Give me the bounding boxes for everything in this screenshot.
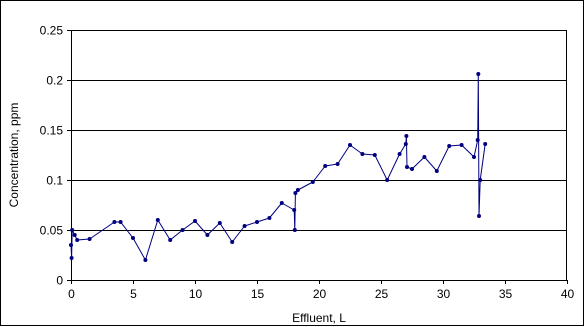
- data-point: [372, 153, 377, 157]
- data-point: [143, 258, 148, 262]
- data-point: [295, 188, 300, 192]
- data-point: [72, 233, 77, 237]
- y-tick-label: 0.05: [40, 224, 64, 238]
- data-point: [112, 220, 117, 224]
- y-tick-label: 0.2: [46, 74, 63, 88]
- x-tick-label: 5: [130, 287, 137, 301]
- data-point: [118, 220, 123, 224]
- data-point: [242, 224, 247, 228]
- data-point: [447, 144, 452, 148]
- x-tick-label: 40: [561, 287, 575, 301]
- x-tick-label: 25: [375, 287, 389, 301]
- y-tick-label: 0.1: [46, 174, 63, 188]
- data-point: [193, 219, 197, 223]
- data-point: [478, 178, 483, 182]
- data-point: [397, 152, 402, 156]
- data-point: [348, 143, 352, 147]
- data-point: [477, 214, 481, 218]
- data-point: [168, 238, 173, 242]
- data-point: [70, 228, 75, 232]
- data-point: [434, 169, 439, 173]
- data-point: [323, 164, 328, 168]
- data-point: [69, 256, 74, 260]
- data-point: [472, 155, 476, 159]
- data-point: [230, 240, 235, 244]
- data-point: [292, 228, 297, 232]
- data-point: [310, 180, 315, 184]
- data-point: [87, 237, 92, 241]
- x-axis-label: Effluent, L: [292, 311, 346, 325]
- data-point: [422, 155, 427, 159]
- y-tick-label: 0: [56, 274, 63, 288]
- plot-area-border: [71, 30, 567, 281]
- data-point: [293, 191, 298, 195]
- data-point: [155, 218, 160, 222]
- x-tick-label: 15: [251, 287, 265, 301]
- data-point: [405, 165, 409, 169]
- series-line: [70, 73, 486, 261]
- data-point: [410, 167, 414, 171]
- x-tick-label: 20: [313, 287, 327, 301]
- data-point: [360, 152, 365, 156]
- x-tick-label: 35: [499, 287, 513, 301]
- data-point: [205, 233, 210, 237]
- data-point: [292, 208, 297, 212]
- data-point: [255, 220, 259, 224]
- data-point: [459, 143, 464, 147]
- y-axis-label: Concentration, ppm: [7, 103, 21, 208]
- data-point: [267, 216, 272, 220]
- data-point: [75, 238, 80, 242]
- data-point: [404, 134, 409, 138]
- data-point: [69, 243, 73, 247]
- data-point: [217, 221, 222, 225]
- data-point: [475, 138, 480, 142]
- data-point: [483, 142, 488, 146]
- data-point: [335, 162, 340, 166]
- data-point: [403, 142, 408, 146]
- y-tick-label: 0.15: [40, 124, 64, 138]
- x-tick-label: 30: [437, 287, 451, 301]
- data-point: [385, 178, 390, 182]
- data-point: [476, 72, 481, 76]
- data-point: [180, 228, 185, 232]
- data-point: [279, 201, 284, 205]
- data-point: [131, 236, 135, 240]
- y-tick-label: 0.25: [40, 24, 64, 38]
- x-tick-label: 0: [68, 287, 75, 301]
- x-tick-label: 10: [189, 287, 203, 301]
